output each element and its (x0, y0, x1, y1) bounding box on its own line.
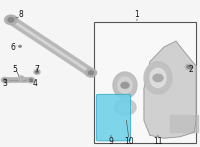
Circle shape (19, 45, 21, 47)
Circle shape (8, 18, 14, 22)
Text: 10: 10 (124, 137, 134, 146)
Text: 9: 9 (109, 137, 113, 146)
Circle shape (27, 77, 35, 83)
Circle shape (185, 64, 193, 70)
Circle shape (34, 70, 40, 74)
Text: 1: 1 (135, 10, 139, 19)
Bar (94, 22, 196, 143)
Circle shape (85, 69, 97, 77)
Circle shape (187, 66, 191, 68)
Circle shape (3, 79, 7, 81)
Circle shape (36, 71, 38, 73)
Text: 11: 11 (153, 137, 163, 146)
Circle shape (119, 103, 131, 112)
Circle shape (1, 77, 9, 83)
Text: 5: 5 (13, 65, 17, 74)
Circle shape (18, 76, 24, 80)
Polygon shape (144, 41, 196, 138)
Ellipse shape (118, 77, 132, 93)
Text: 2: 2 (189, 65, 193, 74)
Circle shape (88, 71, 94, 75)
Circle shape (29, 79, 33, 81)
Text: 3: 3 (3, 79, 7, 88)
Circle shape (5, 15, 17, 25)
Text: 6: 6 (11, 42, 15, 52)
Text: 7: 7 (35, 65, 39, 74)
Ellipse shape (150, 68, 166, 87)
Circle shape (114, 99, 136, 115)
Text: 8: 8 (19, 10, 23, 19)
Circle shape (153, 74, 163, 82)
Text: 4: 4 (33, 79, 37, 88)
FancyBboxPatch shape (96, 94, 131, 141)
Ellipse shape (144, 62, 172, 94)
Circle shape (121, 82, 129, 88)
Ellipse shape (113, 72, 137, 98)
